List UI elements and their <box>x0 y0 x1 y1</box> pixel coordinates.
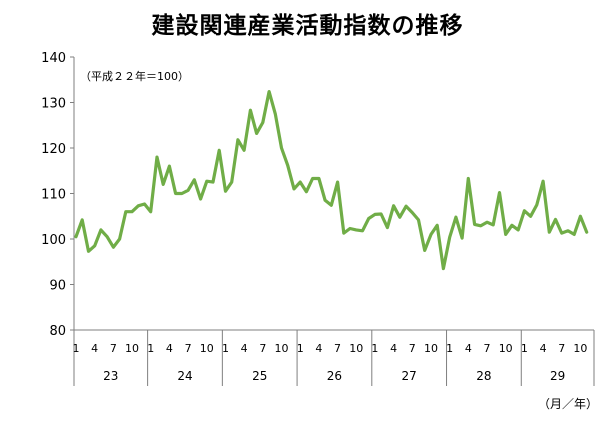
month-tick-label: 10 <box>573 342 587 355</box>
month-tick-label: 1 <box>521 342 528 355</box>
month-tick-label: 7 <box>110 342 117 355</box>
month-tick-label: 1 <box>446 342 453 355</box>
month-tick-label: 10 <box>349 342 363 355</box>
month-tick-label: 7 <box>259 342 266 355</box>
y-tick-label: 120 <box>41 142 66 157</box>
month-tick-label: 4 <box>315 342 322 355</box>
y-tick-label: 110 <box>41 188 66 203</box>
year-label: 23 <box>103 369 118 383</box>
month-tick-label: 4 <box>465 342 472 355</box>
month-tick-label: 1 <box>371 342 378 355</box>
month-tick-label: 7 <box>484 342 491 355</box>
year-label: 27 <box>402 369 417 383</box>
month-tick-label: 7 <box>409 342 416 355</box>
month-tick-label: 10 <box>125 342 139 355</box>
series-line <box>74 89 589 271</box>
month-tick-label: 1 <box>147 342 154 355</box>
year-label: 29 <box>550 369 565 383</box>
month-tick-label: 4 <box>91 342 98 355</box>
month-tick-label: 10 <box>200 342 214 355</box>
month-tick-label: 10 <box>424 342 438 355</box>
year-label: 28 <box>476 369 491 383</box>
y-tick-label: 80 <box>49 324 66 339</box>
month-tick-label: 4 <box>166 342 173 355</box>
index-base-note: （平成２２年＝100） <box>80 69 189 83</box>
y-tick-label: 130 <box>41 97 66 112</box>
month-tick-label: 1 <box>222 342 229 355</box>
chart-title: 建設関連産業活動指数の推移 <box>151 13 464 39</box>
series-group <box>74 89 589 271</box>
month-tick-label: 4 <box>540 342 547 355</box>
y-tick-label: 90 <box>49 279 66 294</box>
month-tick-label: 7 <box>185 342 192 355</box>
month-tick-label: 1 <box>297 342 304 355</box>
month-tick-label: 7 <box>334 342 341 355</box>
month-tick-label: 10 <box>275 342 289 355</box>
month-tick-label: 4 <box>390 342 397 355</box>
y-tick-label: 140 <box>41 51 66 66</box>
y-tick-label: 100 <box>41 233 66 248</box>
x-axis-unit-label: （月／年） <box>538 397 598 411</box>
year-label: 26 <box>327 369 342 383</box>
month-tick-label: 1 <box>73 342 80 355</box>
year-label: 24 <box>177 369 192 383</box>
month-tick-label: 10 <box>499 342 513 355</box>
year-label: 25 <box>252 369 267 383</box>
month-tick-label: 7 <box>558 342 565 355</box>
month-tick-label: 4 <box>241 342 248 355</box>
